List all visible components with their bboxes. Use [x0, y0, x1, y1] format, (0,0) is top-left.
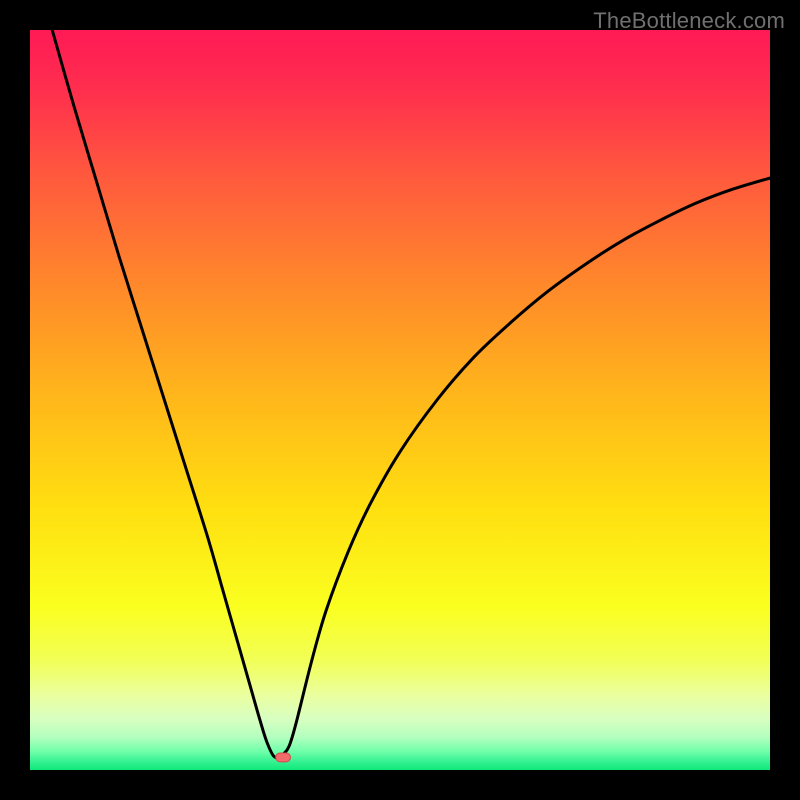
bottleneck-curve — [52, 30, 770, 758]
watermark-text: TheBottleneck.com — [593, 8, 785, 34]
minimum-marker — [276, 753, 291, 762]
bottleneck-curve-svg — [30, 30, 770, 770]
plot-area — [30, 30, 770, 770]
